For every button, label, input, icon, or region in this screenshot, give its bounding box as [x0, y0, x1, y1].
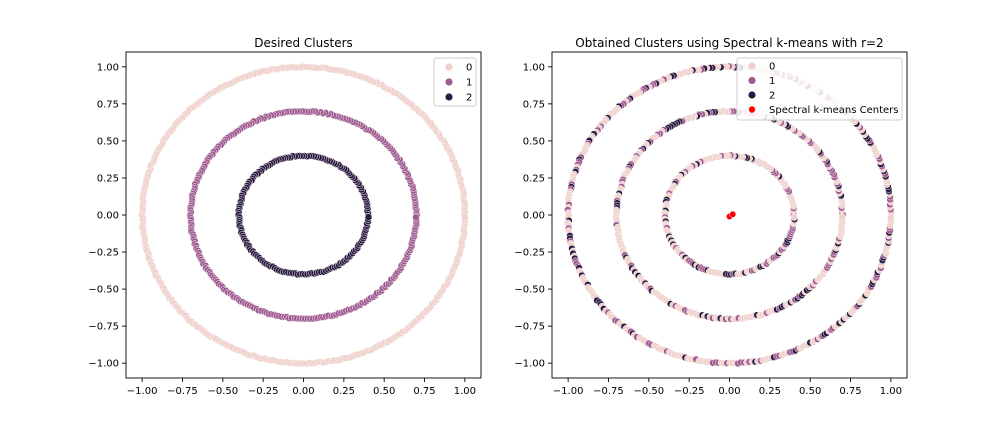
y-tick-label: 1.00 — [97, 62, 119, 73]
legend-box — [736, 57, 903, 121]
x-tick-label: −0.50 — [633, 386, 664, 397]
legend-marker-2 — [445, 93, 453, 101]
legend: 0 1 2 Spectral k-means Centers — [736, 57, 903, 121]
y-tick-label: −1.00 — [514, 359, 545, 370]
scatter-point — [790, 213, 798, 221]
y-tick-label: 0.50 — [97, 136, 119, 147]
legend-label-0: 0 — [466, 63, 472, 74]
x-tick-label: 0.00 — [292, 386, 314, 397]
x-tick-label: −0.75 — [593, 386, 624, 397]
legend-marker-2 — [748, 91, 756, 99]
y-tick-label: 0.50 — [523, 136, 545, 147]
axis-ticks: −1.00 −0.75 −0.50 −0.25 0.00 0.25 0.50 0.75 1.00… — [514, 62, 902, 397]
scatter-point — [364, 213, 373, 221]
legend: 0 1 2 — [433, 57, 477, 107]
scatter-point — [461, 213, 469, 222]
x-tick-label: 0.25 — [759, 386, 781, 397]
legend-box — [433, 57, 477, 107]
y-tick-label: −0.50 — [88, 285, 119, 296]
scatter-point — [838, 213, 846, 221]
legend-label-2: 2 — [466, 93, 472, 104]
scatter-points — [564, 62, 896, 368]
x-tick-label: −1.00 — [553, 386, 584, 397]
y-tick-label: 0.75 — [97, 99, 119, 110]
chart-title: Desired Clusters — [254, 36, 353, 50]
scatter-point — [412, 213, 420, 221]
x-tick-label: 0.50 — [799, 386, 821, 397]
scatter-point — [887, 213, 895, 222]
x-tick-label: −0.75 — [167, 386, 198, 397]
legend-label-centers: Spectral k-means Centers — [769, 105, 898, 116]
y-tick-label: 0.25 — [97, 173, 119, 184]
y-tick-label: −1.00 — [88, 359, 119, 370]
panel-obtained-clusters: Obtained Clusters using Spectral k-means… — [514, 36, 908, 397]
y-tick-label: −0.25 — [88, 248, 119, 259]
legend-label-2: 2 — [769, 91, 775, 102]
x-tick-label: 1.00 — [880, 386, 902, 397]
legend-marker-1 — [748, 76, 756, 85]
x-tick-label: 0.25 — [333, 386, 355, 397]
y-tick-label: 0.00 — [523, 211, 545, 222]
x-tick-label: −1.00 — [127, 386, 158, 397]
y-tick-label: −0.75 — [514, 322, 545, 333]
legend-label-1: 1 — [466, 78, 472, 89]
x-tick-label: 0.00 — [718, 386, 740, 397]
x-tick-label: 0.75 — [413, 386, 435, 397]
y-tick-label: 0.75 — [523, 99, 545, 110]
legend-label-1: 1 — [769, 76, 775, 87]
legend-marker-0 — [748, 62, 756, 70]
scatter-points — [138, 62, 469, 368]
y-tick-label: −0.25 — [514, 248, 545, 259]
panel-desired-clusters: Desired Clusters −1.00 −0.75 −0.50 −0.25 0.0… — [88, 36, 482, 397]
legend-label-0: 0 — [769, 62, 775, 73]
chart-title: Obtained Clusters using Spectral k-means… — [575, 36, 883, 50]
x-tick-label: −0.50 — [207, 386, 238, 397]
center-point — [729, 210, 737, 218]
x-tick-label: 0.50 — [373, 386, 395, 397]
x-tick-label: 0.75 — [839, 386, 861, 397]
x-tick-label: −0.25 — [248, 386, 279, 397]
y-tick-label: 1.00 — [523, 62, 545, 73]
x-tick-label: 1.00 — [454, 386, 476, 397]
axis-ticks: −1.00 −0.75 −0.50 −0.25 0.00 0.25 0.50 0.75 1.00… — [88, 62, 476, 397]
plot-frame — [551, 51, 908, 379]
spectral-centers — [726, 210, 737, 220]
y-tick-label: −0.50 — [514, 285, 545, 296]
plot-frame — [125, 51, 482, 379]
x-tick-label: −0.25 — [674, 386, 705, 397]
legend-marker-1 — [445, 78, 453, 86]
y-tick-label: −0.75 — [88, 322, 119, 333]
y-tick-label: 0.25 — [523, 173, 545, 184]
y-tick-label: 0.00 — [97, 211, 119, 222]
legend-marker-0 — [445, 63, 453, 71]
legend-marker-centers — [748, 106, 756, 113]
